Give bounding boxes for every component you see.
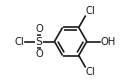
Text: Cl: Cl (15, 37, 25, 46)
Text: O: O (35, 24, 43, 34)
Text: O: O (35, 49, 43, 59)
Text: Cl: Cl (86, 67, 95, 77)
Text: Cl: Cl (86, 6, 95, 16)
Text: OH: OH (100, 37, 116, 46)
Text: S: S (36, 37, 42, 46)
